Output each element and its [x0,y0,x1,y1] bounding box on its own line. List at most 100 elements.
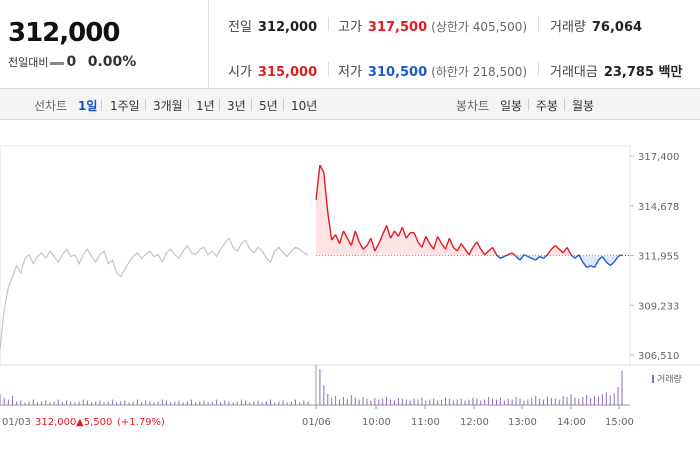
price-area-segment [367,238,371,256]
tab-1day[interactable]: 1일 [78,99,98,113]
price-area-segment [582,255,587,268]
divider [528,99,529,111]
today-line-segment [495,254,501,259]
today-line-segment [350,230,356,246]
x-tick-label: 13:00 [508,417,537,428]
divider [538,17,539,31]
today-line-segment [346,237,352,246]
today-line-segment [472,241,478,248]
tab-monthly-candle[interactable]: 월봉 [572,99,595,113]
price-area-segment [437,236,442,256]
today-line-segment [550,245,556,250]
price-area-segment [610,255,615,266]
tab-5year[interactable]: 5년 [259,99,278,113]
tab-daily-candle[interactable]: 일봉 [500,99,523,113]
today-line-segment [323,172,329,213]
price-area-segment [359,241,364,256]
today-line-segment [315,165,321,200]
today-line-segment [374,243,380,252]
price-area-segment [347,238,352,256]
today-line-segment [464,248,470,256]
price-area-segment [555,245,560,256]
divider [283,99,284,111]
today-line-segment [468,247,474,256]
x-tick-label: 15:00 [605,417,634,428]
price-area-segment [378,234,383,256]
today-line-segment [515,255,521,261]
stat-label: 저가 [338,65,362,80]
prev-day-rate: (+1.79%) [117,417,165,428]
stat-label: 거래량 [550,20,586,35]
tab-weekly-candle[interactable]: 주봉 [536,99,559,113]
x-tick-label: 14:00 [557,417,586,428]
today-line-segment [393,230,399,237]
tab-3year[interactable]: 3년 [227,99,246,113]
today-line-segment [582,261,588,268]
today-line-segment [617,254,623,258]
today-line-segment [593,259,600,268]
today-line-segment [507,252,513,256]
quote-stats: 전일 312,000 고가 317,500 (상한가 405,500) 거래량 76,0… [210,0,700,88]
upper-limit: (상한가 405,500) [431,20,528,34]
price-area-segment [429,243,434,256]
today-line-segment [397,226,403,237]
today-line-segment [421,236,427,248]
today-line-segment [389,230,396,239]
today-line-segment [511,252,517,258]
stat-label: 거래대금 [550,65,598,80]
today-line-segment [546,248,552,256]
today-line-segment [405,232,411,239]
tab-3month[interactable]: 3개월 [153,99,183,113]
today-line-segment [413,232,419,243]
today-line-segment [433,236,439,250]
tab-10year[interactable]: 10년 [291,99,318,113]
y-tick-label: 309,233 [638,301,679,312]
price-area-segment [453,247,458,256]
today-line-segment [448,237,454,248]
tab-1year[interactable]: 1년 [196,99,215,113]
today-line-segment [370,238,376,252]
today-line-segment [574,254,580,259]
today-line-segment [613,256,619,263]
today-line-segment [444,237,451,250]
change-rate: 0.00% [87,54,137,70]
stat-label: 고가 [338,20,362,35]
today-line-segment [491,247,498,256]
price-area-segment [551,245,556,256]
today-line-segment [609,261,615,267]
price-area-segment [425,236,430,256]
price-area-segment [590,255,595,268]
tab-1week[interactable]: 1주일 [110,99,140,113]
price-area-segment [319,165,324,256]
today-line-segment [429,243,435,250]
stat-volume: 거래량 76,064 [550,16,642,35]
price-area-segment [363,245,367,256]
price-area-segment [472,241,477,256]
volume-bars [0,364,700,406]
stat-value: 317,500 [367,20,428,35]
today-line-segment [597,255,603,261]
divider [564,99,565,111]
price-area-segment [323,172,328,256]
today-line-segment [417,241,423,248]
x-tick-label: 12:00 [460,417,489,428]
divider [145,99,146,111]
today-line-segment [440,243,447,250]
stat-low: 저가 310,500 (하한가 218,500) [338,61,527,80]
today-line-segment [476,241,482,250]
stat-value: 76,064 [591,20,643,35]
price-area-segment [606,255,611,266]
x-tick-label: 10:00 [362,417,391,428]
stat-value: 312,000 [257,20,318,35]
line-chart-label: 선차트 [34,99,68,113]
price-area-segment [414,232,418,256]
divider [188,99,189,111]
y-tick-label: 306,510 [638,351,679,362]
price-area-segment [394,230,399,256]
y-tick-label: 311,955 [638,252,679,263]
price-area-segment [418,241,422,256]
divider [328,62,329,76]
price-area-segment [339,230,344,256]
x-tick-label: 11:00 [411,417,440,428]
today-line-segment [436,236,443,245]
